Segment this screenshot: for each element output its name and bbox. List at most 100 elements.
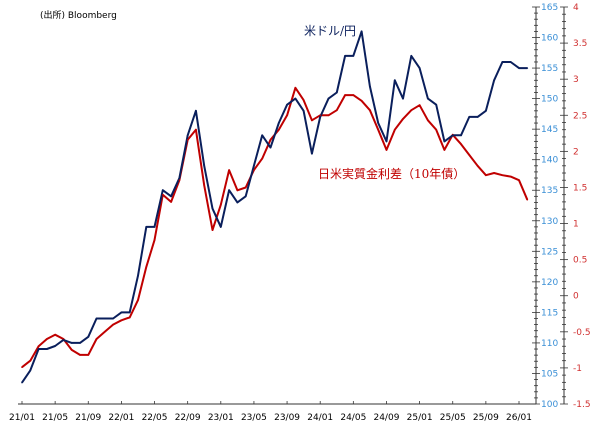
- left-axis-tick-label: 155: [541, 64, 558, 74]
- usdjpy-point: [29, 369, 32, 372]
- spread-point: [344, 94, 346, 96]
- x-axis-tick-label: 23/09: [274, 413, 300, 423]
- x-axis-tick-label: 21/05: [42, 413, 68, 423]
- usdjpy-point: [427, 97, 429, 100]
- spread-point: [220, 203, 222, 206]
- left-axis-tick-label: 125: [541, 247, 558, 257]
- spread-point: [286, 114, 288, 117]
- right-axis-tick-label: 1: [573, 220, 579, 230]
- source-note: (出所) Bloomberg: [40, 11, 117, 21]
- usdjpy-series-label: 米ドル/円: [304, 24, 357, 38]
- spread-point: [385, 149, 388, 151]
- spread-point: [468, 154, 471, 156]
- spread-point: [319, 114, 322, 117]
- usdjpy-point: [468, 116, 471, 118]
- spread-point: [244, 186, 247, 189]
- right-axis-tick-label: -1: [573, 364, 582, 374]
- x-axis-tick-label: 22/01: [108, 413, 134, 423]
- spread-point: [443, 149, 446, 151]
- usdjpy-point: [70, 342, 73, 344]
- spread-point: [120, 319, 123, 322]
- usdjpy-point: [443, 140, 446, 143]
- spread-point: [95, 338, 98, 340]
- left-axis-tick-label: 105: [541, 369, 558, 379]
- x-axis-tick-label: 21/01: [9, 413, 35, 423]
- usdjpy-point: [302, 110, 305, 112]
- usdjpy-point: [410, 55, 413, 57]
- spread-point: [311, 119, 313, 122]
- usdjpy-point: [402, 97, 404, 100]
- spread-point: [145, 266, 148, 268]
- left-axis-tick-label: 145: [541, 125, 558, 135]
- spread-point: [476, 165, 479, 167]
- spread-point: [203, 184, 206, 187]
- spread-point: [360, 100, 363, 102]
- spread-point: [104, 331, 106, 333]
- spread-point: [29, 359, 32, 362]
- spread-point: [269, 139, 272, 141]
- x-axis-tick-label: 25/05: [440, 413, 466, 423]
- spread-point: [128, 316, 131, 319]
- x-axis-tick-label: 23/05: [241, 413, 267, 423]
- right-axis-tick-label: 3.5: [573, 39, 587, 49]
- usdjpy-point: [170, 195, 172, 198]
- x-axis-tick-label: 22/05: [142, 413, 168, 423]
- usdjpy-point: [195, 110, 197, 112]
- left-axis-tick-label: 140: [541, 156, 558, 166]
- spread-point: [526, 198, 529, 201]
- usdjpy-point: [62, 339, 65, 341]
- spread-point: [37, 345, 40, 348]
- spread-point: [253, 169, 255, 171]
- spread-point: [302, 99, 305, 101]
- spread-point: [153, 239, 156, 241]
- right-axis-tick-label: 1.5: [573, 183, 587, 193]
- usdjpy-point: [186, 134, 189, 137]
- spread-point: [410, 109, 413, 112]
- usdjpy-point: [311, 152, 313, 155]
- spread-point: [46, 338, 48, 340]
- spread-point: [485, 174, 487, 176]
- right-axis-tick-label: -1.5: [573, 400, 591, 410]
- left-axis-tick-label: 130: [541, 217, 558, 227]
- spread-series-label: 日米実質金利差（10年債）: [318, 167, 466, 181]
- usdjpy-point: [46, 348, 48, 350]
- usdjpy-point: [203, 165, 206, 167]
- usdjpy-point: [236, 201, 239, 204]
- usdjpy-point: [128, 311, 131, 314]
- x-axis-tick-label: 24/05: [340, 413, 366, 423]
- x-axis-tick-label: 24/01: [307, 413, 333, 423]
- usdjpy-point: [509, 61, 512, 63]
- usdjpy-point: [360, 30, 363, 33]
- usdjpy-point: [21, 381, 23, 384]
- usdjpy-point: [220, 226, 222, 228]
- spread-point: [518, 179, 520, 182]
- spread-point: [377, 128, 379, 131]
- usdjpy-point: [37, 348, 40, 350]
- usdjpy-point: [145, 226, 148, 228]
- usdjpy-point: [211, 207, 214, 210]
- left-axis-tick-label: 110: [541, 339, 558, 349]
- usdjpy-point: [393, 79, 396, 82]
- usdjpy-point: [54, 345, 56, 347]
- spread-point: [427, 119, 429, 122]
- usdjpy-point: [178, 177, 181, 179]
- x-axis-tick-label: 24/09: [373, 413, 399, 423]
- usdjpy-point: [87, 336, 90, 338]
- left-axis-tick-label: 135: [541, 186, 558, 196]
- usdjpy-point: [485, 110, 487, 112]
- usdjpy-point: [377, 122, 379, 124]
- right-axis-tick-label: 0: [573, 292, 579, 302]
- spread-point: [170, 201, 172, 203]
- usdjpy-point: [153, 226, 156, 228]
- usdjpy-point: [319, 116, 322, 118]
- usdjpy-point: [294, 97, 297, 100]
- usdjpy-point: [460, 134, 462, 137]
- usdjpy-point: [352, 55, 355, 57]
- right-axis-tick-label: 2.5: [573, 111, 587, 121]
- usdjpy-point: [335, 91, 338, 94]
- x-axis-tick-label: 23/01: [208, 413, 234, 423]
- usdjpy-point: [162, 189, 164, 192]
- usdjpy-point: [95, 317, 98, 320]
- spread-point: [460, 143, 462, 145]
- usdjpy-point: [112, 317, 114, 320]
